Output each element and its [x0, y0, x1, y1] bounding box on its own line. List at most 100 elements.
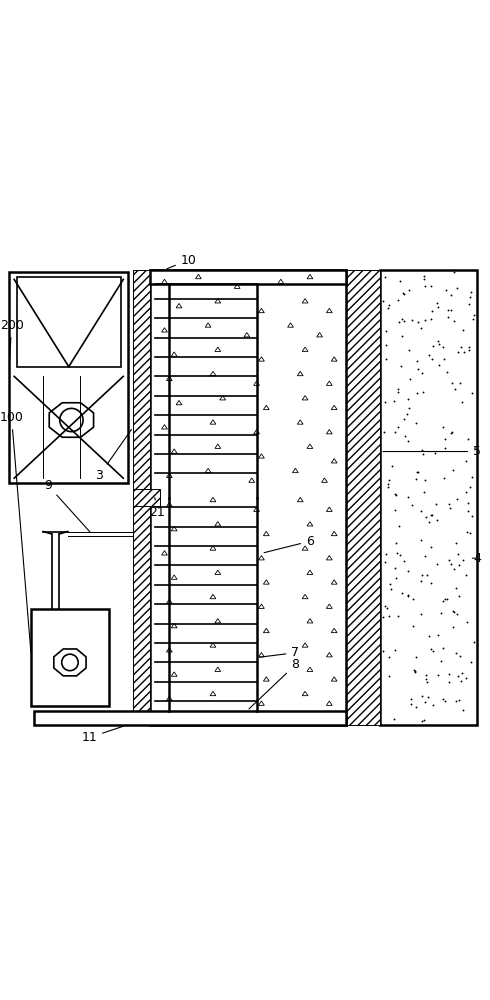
Point	[449, 603, 457, 619]
Point	[439, 691, 447, 707]
Point	[449, 462, 457, 478]
Point	[412, 471, 420, 487]
Point	[412, 649, 420, 665]
Point	[457, 339, 465, 355]
Point	[404, 489, 412, 505]
Point	[391, 560, 399, 576]
Point	[414, 464, 422, 480]
Bar	[380, 270, 477, 725]
Point	[434, 627, 442, 643]
Point	[463, 670, 470, 686]
Point	[423, 674, 431, 690]
Point	[448, 424, 456, 440]
Point	[405, 400, 413, 416]
Point	[395, 314, 403, 330]
Point	[440, 339, 447, 355]
Point	[455, 557, 463, 573]
Point	[463, 524, 470, 540]
Point	[407, 691, 415, 707]
Point	[469, 311, 477, 327]
Point	[404, 588, 412, 604]
Bar	[31, 609, 109, 706]
Point	[421, 694, 429, 710]
Point	[453, 280, 461, 296]
Bar	[346, 270, 380, 725]
Point	[397, 358, 405, 374]
Point	[398, 585, 406, 601]
Point	[422, 667, 430, 683]
Point	[438, 653, 445, 669]
Point	[394, 381, 402, 397]
Point	[384, 479, 392, 495]
Point	[382, 351, 390, 367]
Point	[394, 384, 402, 400]
Point	[379, 609, 387, 625]
Point	[467, 385, 475, 401]
Text: 10: 10	[167, 254, 196, 269]
Point	[422, 509, 430, 525]
Point	[394, 419, 402, 435]
Point	[446, 556, 454, 572]
Point	[418, 442, 426, 458]
Point	[422, 671, 430, 687]
Point	[418, 713, 426, 729]
Point	[381, 554, 389, 570]
Point	[404, 433, 412, 449]
Point	[385, 472, 392, 488]
Point	[380, 424, 388, 440]
Point	[412, 664, 419, 680]
Point	[420, 271, 428, 287]
Point	[450, 313, 458, 329]
Point	[454, 546, 462, 562]
Point	[385, 608, 393, 624]
Point	[433, 295, 441, 311]
Point	[429, 643, 437, 659]
Point	[385, 297, 393, 313]
Point	[452, 645, 460, 661]
Point	[394, 608, 402, 624]
Point	[463, 484, 470, 500]
Point	[389, 458, 396, 474]
Point	[450, 561, 458, 577]
Text: 100: 100	[0, 411, 31, 652]
Point	[465, 339, 473, 355]
Point	[432, 496, 440, 512]
Point	[464, 503, 472, 519]
Point	[447, 287, 455, 303]
Point	[427, 575, 435, 591]
Point	[459, 552, 467, 568]
Point	[421, 472, 429, 488]
Point	[434, 667, 441, 683]
Point	[446, 500, 454, 516]
Point	[405, 282, 413, 298]
Point	[441, 282, 449, 298]
Point	[440, 351, 448, 367]
Point	[391, 424, 399, 440]
Point	[406, 371, 414, 387]
Point	[434, 299, 442, 315]
Point	[404, 563, 412, 579]
Text: 200: 200	[0, 319, 24, 361]
Point	[396, 273, 404, 289]
Point	[463, 453, 470, 469]
Point	[443, 591, 451, 607]
Point	[451, 604, 459, 620]
Point	[467, 654, 475, 670]
Point	[381, 269, 389, 285]
Point	[390, 393, 398, 409]
Point	[466, 479, 474, 495]
Point	[445, 674, 453, 690]
Point	[420, 268, 428, 284]
Point	[413, 699, 420, 715]
Point	[432, 445, 440, 461]
Bar	[34, 711, 346, 725]
Point	[417, 606, 425, 622]
Point	[400, 553, 408, 569]
Point	[417, 567, 425, 583]
Point	[458, 665, 466, 681]
Point	[418, 365, 426, 381]
Point	[410, 662, 418, 678]
Text: 21: 21	[149, 498, 165, 519]
Point	[425, 347, 433, 363]
Point	[452, 535, 460, 551]
